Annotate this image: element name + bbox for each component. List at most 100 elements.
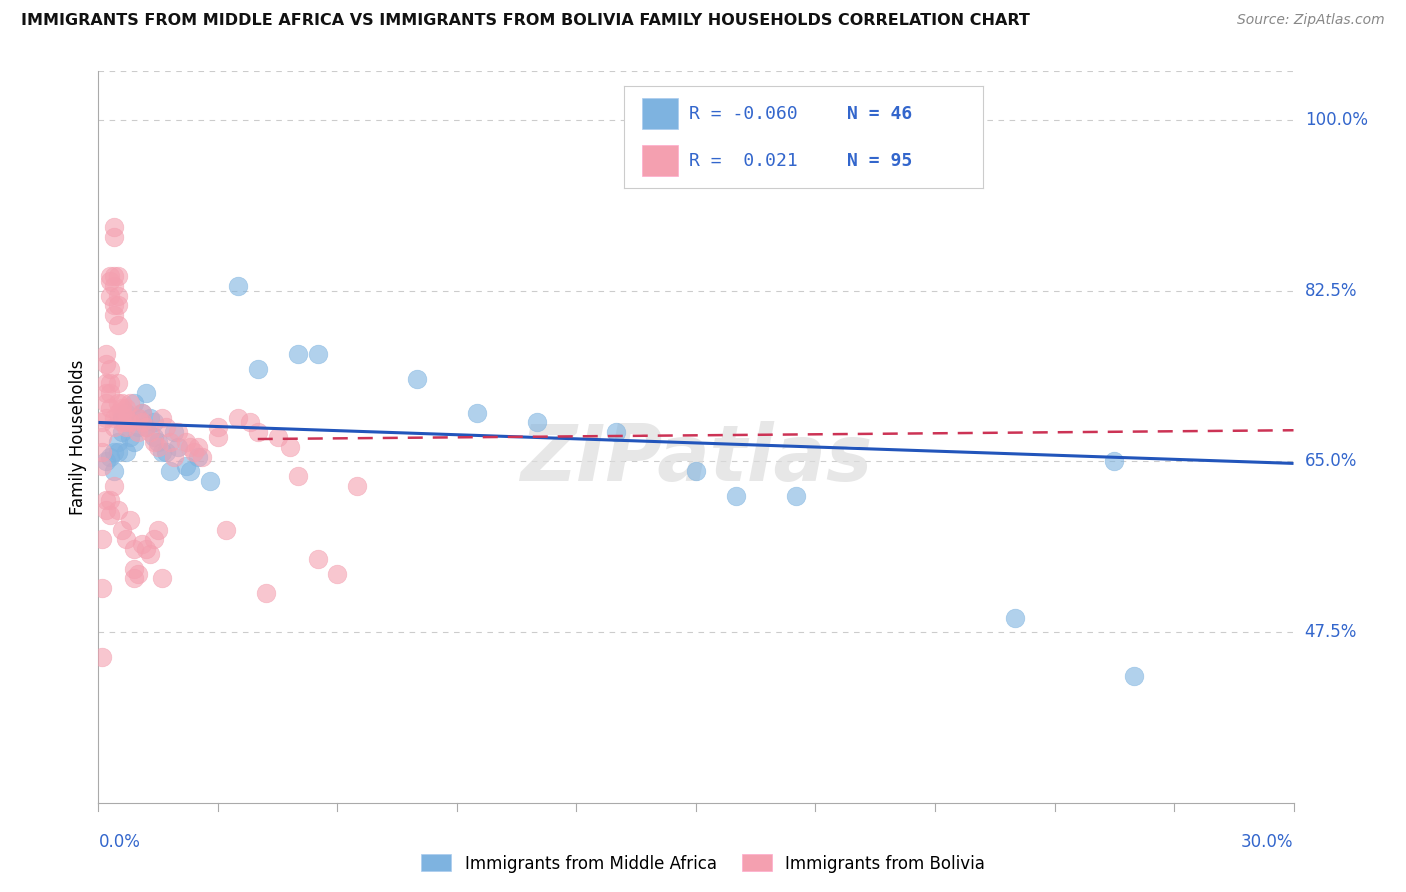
Text: 30.0%: 30.0% — [1241, 833, 1294, 851]
Point — [98, 274, 122, 288]
Point — [139, 547, 162, 561]
Point — [148, 440, 170, 454]
Text: Source: ZipAtlas.com: Source: ZipAtlas.com — [1237, 13, 1385, 28]
Point — [91, 533, 114, 547]
Point — [267, 430, 290, 444]
Point — [1004, 610, 1026, 624]
Point — [107, 288, 129, 302]
Point — [103, 410, 125, 425]
Point — [111, 425, 134, 440]
Point — [148, 523, 170, 537]
Point — [98, 450, 122, 464]
Text: 82.5%: 82.5% — [1305, 282, 1357, 300]
Y-axis label: Family Households: Family Households — [69, 359, 87, 515]
Point — [124, 562, 146, 576]
Point — [174, 434, 197, 449]
Point — [198, 474, 221, 488]
Point — [91, 416, 114, 430]
Point — [107, 376, 129, 391]
Point — [124, 434, 146, 449]
Point — [278, 440, 301, 454]
Point — [191, 450, 214, 464]
Point — [207, 420, 229, 434]
Point — [120, 416, 142, 430]
Point — [107, 396, 129, 410]
Point — [307, 347, 329, 361]
Point — [143, 533, 166, 547]
Point — [120, 396, 142, 410]
Text: 0.0%: 0.0% — [98, 833, 141, 851]
Text: ZIPatlas: ZIPatlas — [520, 421, 872, 497]
Point — [1102, 454, 1125, 468]
Point — [115, 416, 138, 430]
Text: 100.0%: 100.0% — [1305, 112, 1368, 129]
Point — [167, 425, 190, 440]
Point — [91, 649, 114, 664]
Point — [103, 464, 125, 478]
Point — [91, 444, 114, 458]
Point — [98, 376, 122, 391]
Point — [131, 406, 153, 420]
Point — [131, 416, 153, 430]
Point — [107, 434, 129, 449]
Point — [127, 566, 149, 581]
Point — [215, 523, 238, 537]
Point — [131, 406, 153, 420]
Point — [135, 542, 157, 557]
Point — [239, 416, 262, 430]
Point — [103, 420, 125, 434]
Point — [98, 401, 122, 415]
Point — [124, 572, 146, 586]
Point — [96, 357, 118, 371]
Point — [167, 440, 190, 454]
Point — [131, 537, 153, 551]
Point — [135, 420, 157, 434]
Point — [111, 410, 134, 425]
Point — [465, 406, 488, 420]
Point — [226, 279, 249, 293]
Point — [127, 420, 149, 434]
Point — [127, 425, 149, 440]
Point — [150, 572, 173, 586]
Point — [148, 434, 170, 449]
Point — [96, 396, 118, 410]
Point — [98, 493, 122, 508]
Point — [150, 444, 173, 458]
Point — [103, 279, 125, 293]
Point — [98, 386, 122, 401]
Point — [111, 396, 134, 410]
Point — [98, 269, 122, 284]
Point — [111, 406, 134, 420]
Point — [91, 459, 114, 474]
Point — [107, 444, 129, 458]
Point — [96, 376, 118, 391]
Point — [326, 566, 349, 581]
Point — [103, 230, 125, 244]
Point — [127, 410, 149, 425]
Point — [187, 440, 209, 454]
Point — [115, 444, 138, 458]
Point — [179, 440, 201, 454]
Point — [174, 459, 197, 474]
Legend: Immigrants from Middle Africa, Immigrants from Bolivia: Immigrants from Middle Africa, Immigrant… — [415, 847, 991, 880]
Point — [307, 552, 329, 566]
Point — [207, 430, 229, 444]
Point — [115, 533, 138, 547]
Point — [103, 269, 125, 284]
Point — [346, 479, 368, 493]
Point — [143, 416, 166, 430]
Point — [107, 406, 129, 420]
Point — [115, 420, 138, 434]
Point — [526, 416, 548, 430]
Point — [155, 420, 177, 434]
Point — [135, 420, 157, 434]
Point — [96, 386, 118, 401]
Point — [139, 410, 162, 425]
Point — [115, 410, 138, 425]
Point — [159, 464, 181, 478]
Point — [183, 444, 205, 458]
Point — [187, 450, 209, 464]
Point — [91, 430, 114, 444]
Point — [139, 425, 162, 440]
Point — [785, 489, 807, 503]
